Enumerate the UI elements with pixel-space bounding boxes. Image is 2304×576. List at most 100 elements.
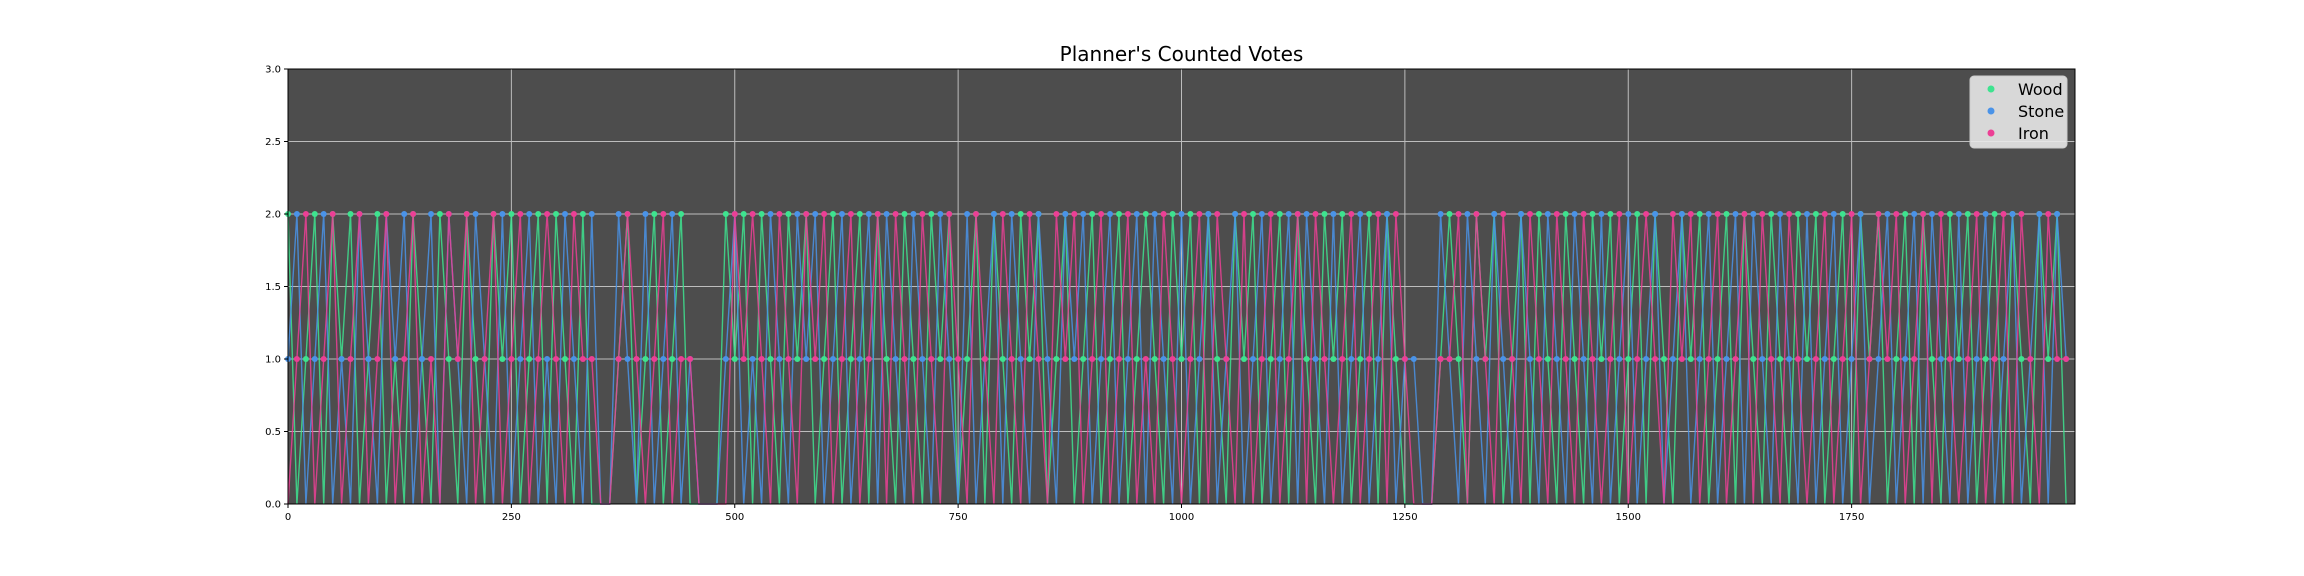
- data-point-wood: [553, 211, 559, 217]
- data-point-iron: [1437, 356, 1444, 362]
- data-point-stone: [1705, 211, 1712, 217]
- data-point-iron: [383, 211, 390, 217]
- series-markers: [285, 211, 2070, 362]
- data-point-iron: [356, 211, 363, 217]
- data-point-wood: [740, 211, 747, 217]
- data-point-iron: [1500, 211, 1507, 217]
- x-tick-label: 500: [725, 512, 744, 523]
- data-point-iron: [1294, 211, 1301, 217]
- data-point-iron: [892, 211, 899, 217]
- data-point-wood: [1339, 211, 1346, 217]
- data-point-wood: [794, 356, 801, 362]
- data-point-wood: [1964, 211, 1971, 217]
- data-point-iron: [973, 211, 979, 217]
- data-point-stone: [570, 356, 577, 362]
- data-point-wood: [562, 356, 568, 362]
- data-point-wood: [1598, 356, 1605, 362]
- data-point-stone: [964, 211, 971, 217]
- x-tick-label: 750: [949, 512, 968, 523]
- data-point-iron: [651, 356, 658, 362]
- data-point-wood: [1178, 356, 1185, 362]
- data-point-stone: [1938, 356, 1944, 362]
- data-point-wood: [1902, 211, 1909, 217]
- data-point-stone: [1732, 211, 1739, 217]
- legend: Wood Stone Iron: [1969, 75, 2068, 149]
- data-point-stone: [1544, 211, 1551, 217]
- data-point-iron: [847, 211, 854, 217]
- data-point-stone: [1786, 356, 1793, 362]
- data-point-stone: [1527, 356, 1533, 362]
- data-point-wood: [499, 356, 506, 362]
- data-point-iron: [1669, 211, 1676, 217]
- data-point-stone: [1759, 356, 1766, 362]
- data-point-stone: [767, 211, 774, 217]
- data-point-iron: [687, 356, 694, 362]
- data-point-wood: [678, 211, 685, 217]
- data-point-iron: [821, 211, 828, 217]
- data-point-stone: [615, 211, 622, 217]
- data-point-wood: [1661, 356, 1667, 362]
- data-point-stone: [1616, 356, 1623, 362]
- data-point-wood: [347, 211, 354, 217]
- data-point-stone: [320, 211, 327, 217]
- data-point-stone: [1491, 211, 1498, 217]
- data-point-iron: [320, 356, 327, 362]
- data-point-iron: [1964, 356, 1971, 362]
- data-point-iron: [508, 356, 515, 362]
- data-point-stone: [1080, 211, 1087, 217]
- data-point-wood: [1080, 356, 1087, 362]
- data-point-wood: [722, 211, 729, 217]
- data-point-iron: [1812, 356, 1819, 362]
- data-point-stone: [2054, 211, 2061, 217]
- data-point-stone: [1205, 211, 1212, 217]
- data-point-iron: [1142, 356, 1149, 362]
- data-point-stone: [1750, 211, 1757, 217]
- data-point-stone: [856, 356, 863, 362]
- data-point-wood: [883, 356, 890, 362]
- data-point-wood: [2045, 356, 2052, 362]
- data-point-iron: [633, 356, 640, 362]
- data-point-wood: [901, 211, 908, 217]
- data-point-wood: [526, 356, 533, 362]
- data-point-stone: [812, 211, 819, 217]
- data-point-stone: [419, 356, 425, 362]
- data-point-iron: [1455, 211, 1462, 217]
- data-point-stone: [803, 356, 810, 362]
- data-point-stone: [1857, 211, 1864, 217]
- data-point-iron: [1509, 356, 1516, 362]
- data-point-stone: [883, 211, 890, 217]
- data-point-stone: [1107, 211, 1113, 217]
- data-point-iron: [1124, 211, 1131, 217]
- data-point-wood: [1276, 211, 1283, 217]
- data-point-stone: [588, 211, 595, 217]
- data-point-iron: [1884, 356, 1891, 362]
- data-point-stone: [1232, 211, 1239, 217]
- y-tick-label: 1.0: [265, 355, 281, 366]
- data-point-iron: [839, 356, 845, 362]
- data-point-stone: [517, 356, 524, 362]
- data-point-iron: [731, 211, 738, 217]
- data-point-iron: [544, 211, 551, 217]
- data-point-iron: [1116, 356, 1122, 362]
- data-point-iron: [1553, 211, 1560, 217]
- data-point-stone: [2036, 211, 2043, 217]
- data-point-iron: [785, 356, 792, 362]
- data-point-iron: [749, 211, 756, 217]
- data-point-wood: [374, 211, 381, 217]
- data-point-stone: [1518, 211, 1524, 217]
- data-point-stone: [526, 211, 533, 217]
- data-point-wood: [1455, 356, 1462, 362]
- data-point-stone: [1330, 211, 1337, 217]
- data-point-wood: [847, 356, 854, 362]
- data-point-stone: [1848, 356, 1855, 362]
- data-point-wood: [1625, 356, 1632, 362]
- x-tick-label: 1250: [1392, 512, 1417, 523]
- data-point-iron: [2027, 356, 2034, 362]
- data-point-stone: [1643, 356, 1650, 362]
- data-point-wood: [910, 356, 917, 362]
- data-point-wood: [830, 211, 836, 217]
- data-point-wood: [1392, 356, 1399, 362]
- data-point-stone: [1437, 211, 1444, 217]
- data-point-wood: [1607, 211, 1614, 217]
- data-point-iron: [1482, 356, 1489, 362]
